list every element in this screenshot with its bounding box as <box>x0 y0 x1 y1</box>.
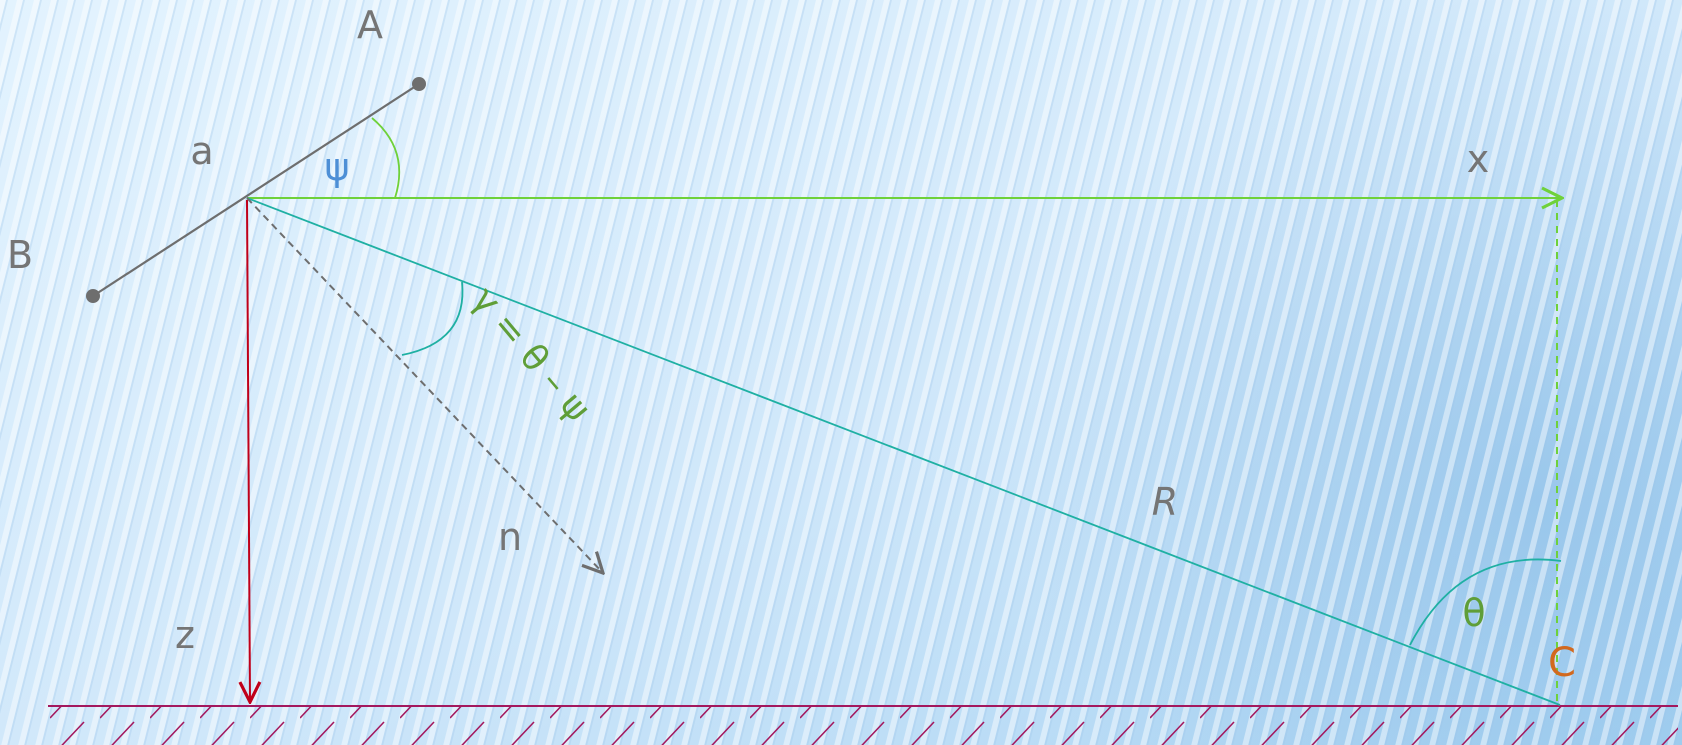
point-a-dot <box>412 77 426 91</box>
segment-ab <box>92 83 420 297</box>
ground-hatching <box>48 706 1678 745</box>
r-label: R <box>1152 480 1178 524</box>
psi-angle-arc <box>371 117 401 199</box>
gamma-angle-arc <box>401 281 464 356</box>
point-b-dot <box>86 289 100 303</box>
point-c-label: C <box>1548 640 1576 686</box>
theta-label: θ <box>1462 591 1485 635</box>
z-axis-arrow <box>247 199 250 702</box>
normal-label: n <box>498 515 522 559</box>
point-a-label: A <box>357 3 383 47</box>
theta-angle-arc <box>1409 558 1562 646</box>
segment-a-label: a <box>190 129 213 173</box>
r-line <box>246 197 1561 706</box>
normal-arrow <box>246 197 603 573</box>
x-axis-label: x <box>1467 137 1490 181</box>
psi-label: ψ <box>324 145 349 189</box>
z-axis-label: z <box>175 613 195 657</box>
point-b-label: B <box>7 233 33 277</box>
